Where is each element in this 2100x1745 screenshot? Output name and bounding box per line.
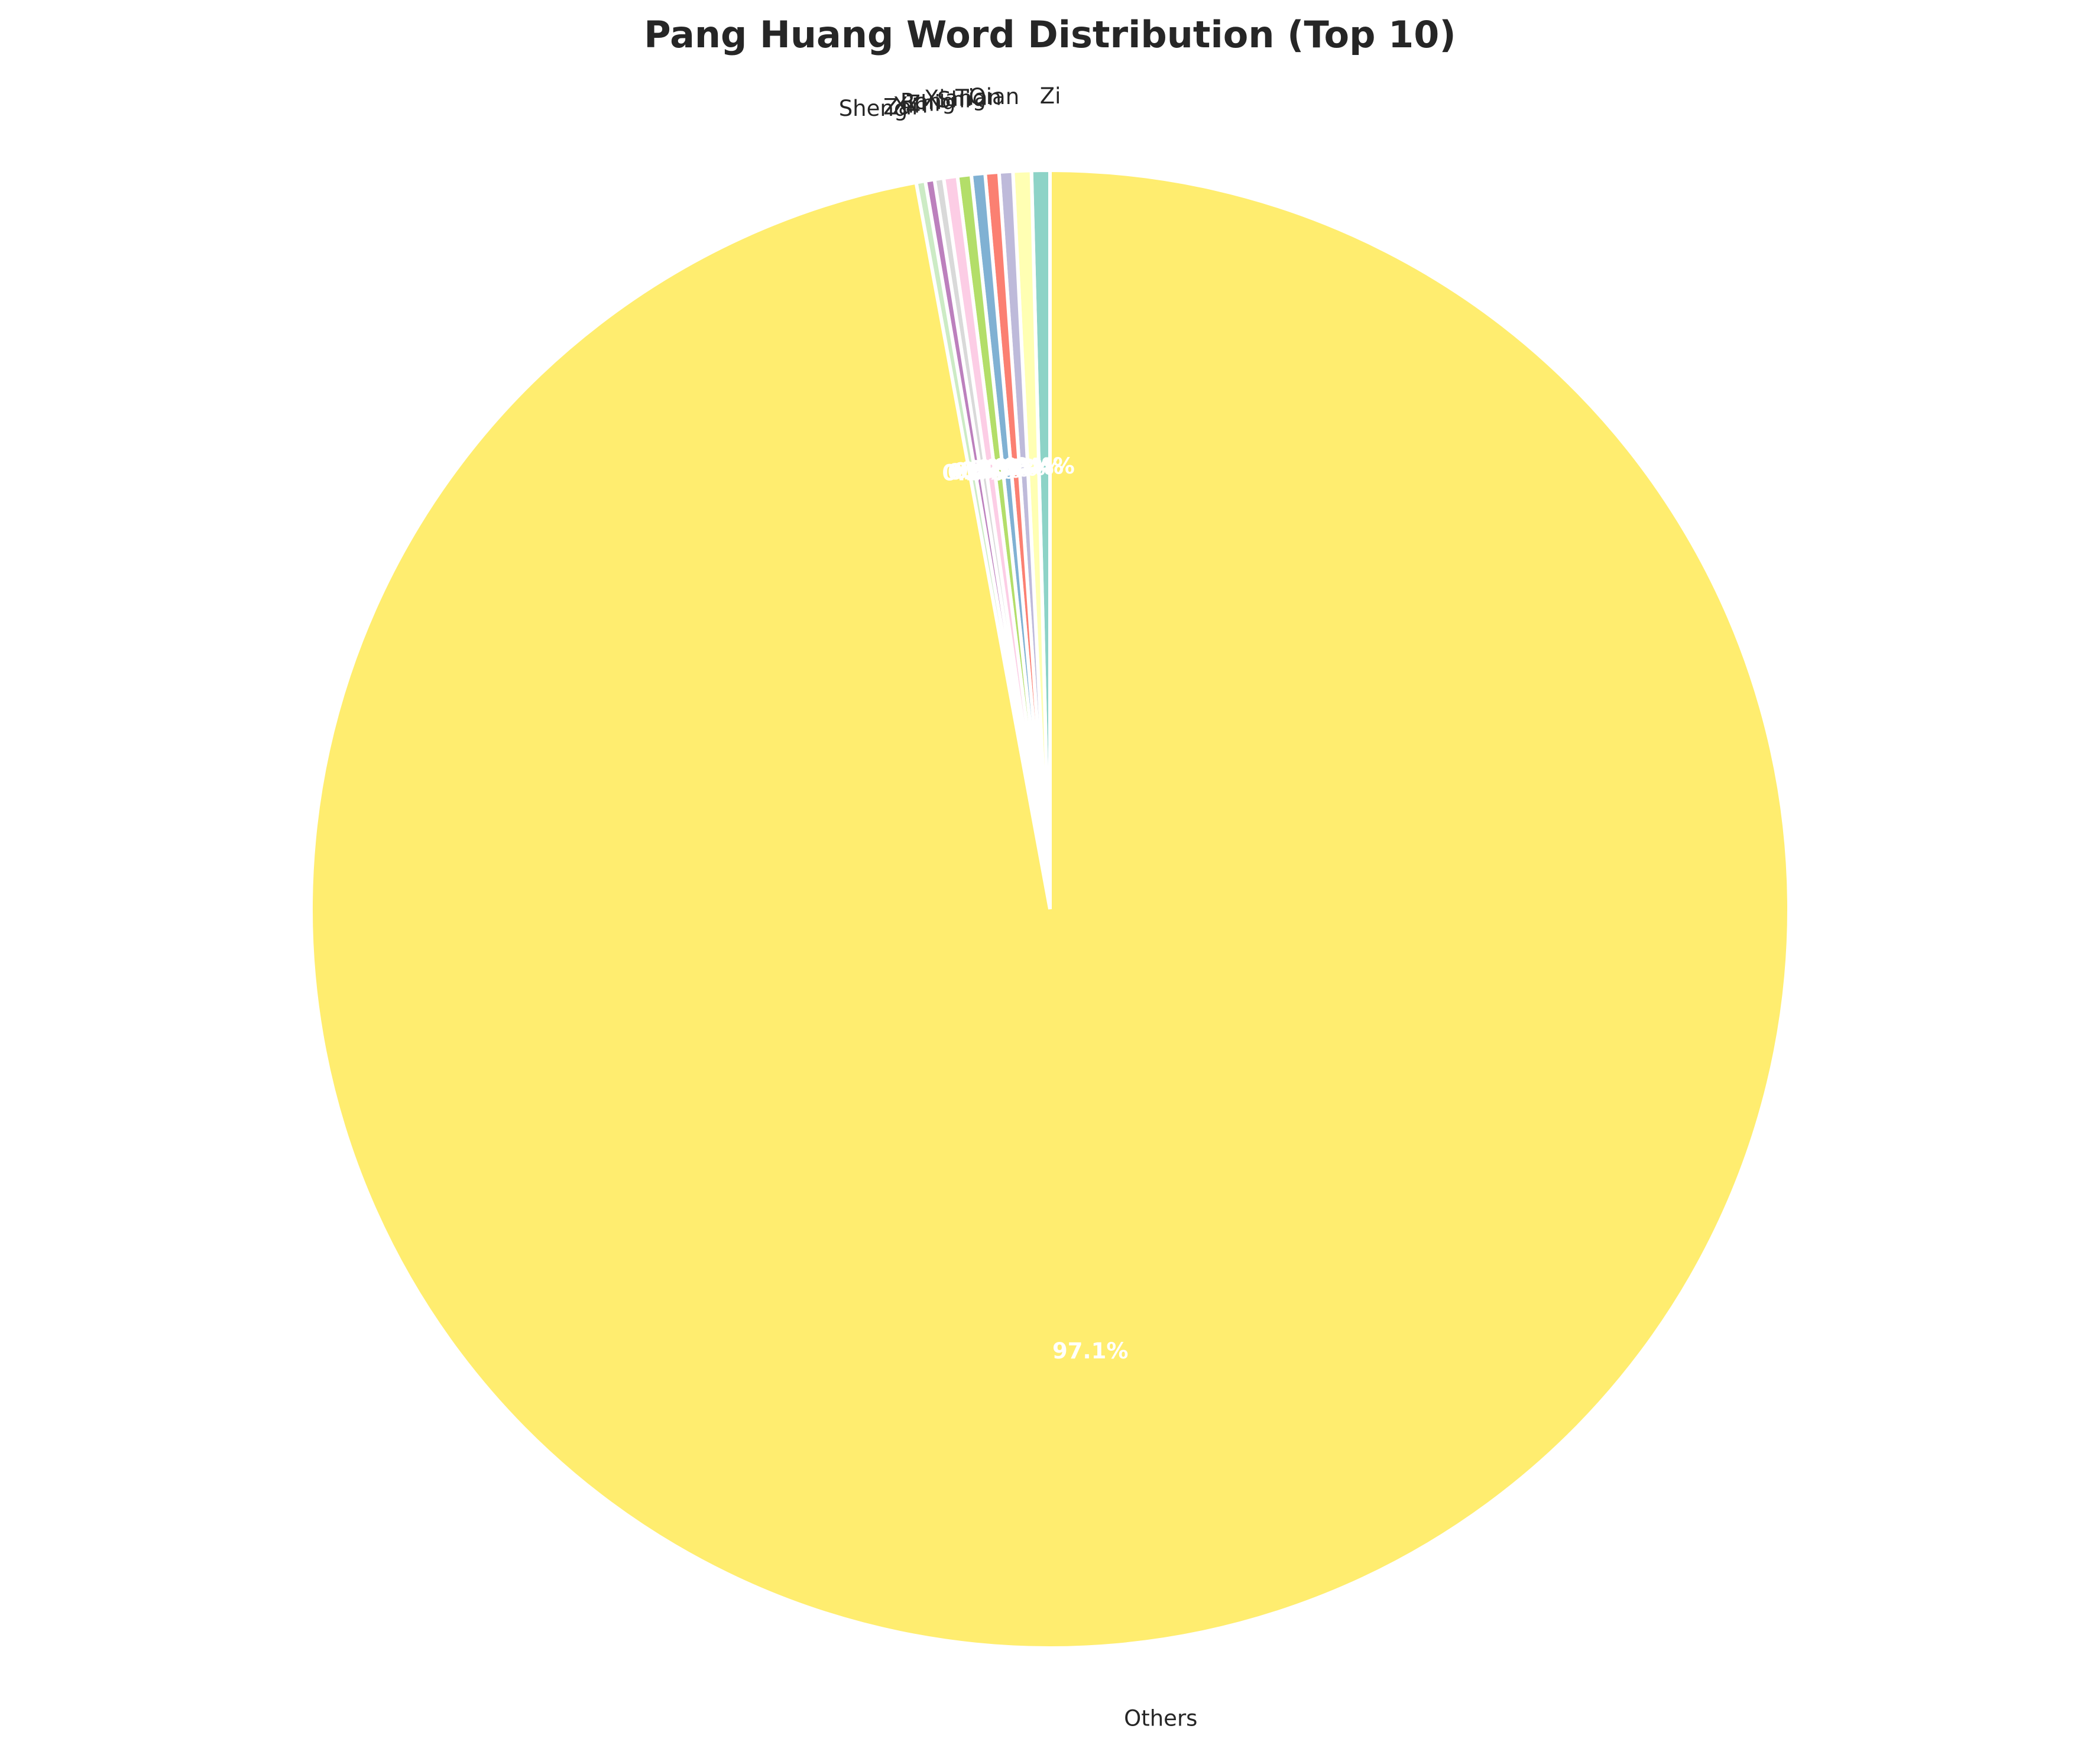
slice-label-xiang: Xiang bbox=[924, 86, 986, 111]
slice-label-zi: Zi bbox=[1040, 83, 1061, 109]
pct-label-shi: 0.3% bbox=[977, 456, 1038, 481]
pie-slices bbox=[309, 168, 1791, 1650]
pct-label-qian: 0.4% bbox=[1003, 454, 1064, 479]
slice-label-tian: Tian bbox=[955, 85, 1002, 110]
pie-slice-others bbox=[309, 168, 1791, 1650]
pct-label-zai: 0.2% bbox=[948, 459, 1009, 485]
pie-labels: Zi 0.4% Qian 0.4% Tian 0.3% Xiang 0.3% Shi 0.3% Ro… bbox=[839, 83, 1198, 1731]
pct-label-tian: 0.3% bbox=[993, 454, 1054, 479]
slice-label-others: Others bbox=[1124, 1705, 1197, 1731]
slice-label-shi: Shi bbox=[937, 87, 971, 113]
slice-label-rong: Rong bbox=[900, 89, 956, 114]
slice-label-zai: Zai bbox=[883, 94, 918, 119]
pct-label-xin: 0.2% bbox=[953, 459, 1014, 484]
pct-label-sheng: 0.2% bbox=[942, 460, 1003, 486]
slice-label-zhi: Zhi bbox=[906, 91, 941, 116]
slice-label-qian: Qian bbox=[969, 84, 1020, 109]
chart-title: Pang Huang Word Distribution (Top 10) bbox=[644, 13, 1456, 56]
pct-label-zhi: 0.3% bbox=[960, 458, 1021, 483]
slice-label-sheng: Sheng bbox=[839, 96, 908, 121]
pct-label-zi: 0.4% bbox=[1014, 453, 1075, 479]
pct-label-rong: 0.3% bbox=[968, 456, 1029, 482]
pct-label-others: 97.1% bbox=[1052, 1338, 1128, 1364]
slice-label-xin: Xin bbox=[893, 93, 928, 118]
pct-label-xiang: 0.3% bbox=[985, 455, 1046, 480]
